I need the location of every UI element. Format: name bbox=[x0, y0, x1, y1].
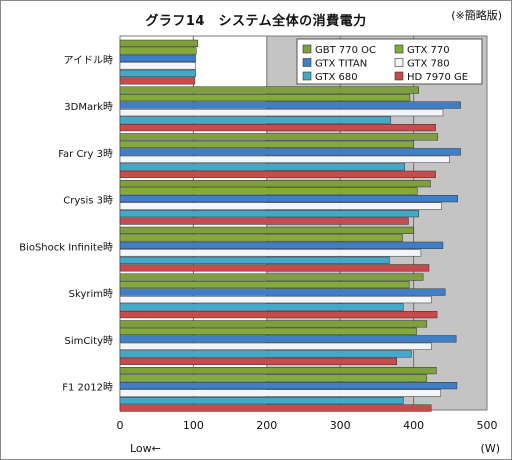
legend-label: GTX 780 bbox=[407, 59, 450, 70]
category-label: SimCity時 bbox=[65, 335, 113, 347]
bar bbox=[119, 342, 432, 350]
bar bbox=[119, 116, 392, 124]
chart-title: グラフ14 システム全体の消費電力 bbox=[145, 14, 367, 29]
bar bbox=[119, 195, 458, 203]
category-label: Crysis 3時 bbox=[63, 195, 113, 207]
bar bbox=[119, 327, 417, 335]
category-label: F1 2012時 bbox=[62, 382, 113, 394]
bar bbox=[119, 288, 446, 296]
bar bbox=[119, 234, 403, 242]
bar bbox=[119, 187, 418, 195]
x-tick-label: 400 bbox=[403, 419, 424, 432]
bar bbox=[119, 148, 461, 156]
bar bbox=[119, 241, 444, 249]
bar bbox=[119, 249, 422, 257]
legend-swatch bbox=[394, 71, 404, 81]
legend-swatch bbox=[302, 44, 312, 54]
bar bbox=[119, 140, 414, 148]
category-label: Skyrim時 bbox=[69, 288, 113, 300]
legend-label: GBT 770 OC bbox=[315, 45, 376, 56]
category-label: BioShock Infinite時 bbox=[19, 241, 113, 253]
bar bbox=[119, 77, 196, 85]
x-tick-label: 500 bbox=[477, 419, 498, 432]
x-tick-label: 0 bbox=[117, 419, 124, 432]
bar bbox=[119, 155, 450, 163]
bar bbox=[119, 350, 412, 358]
bar bbox=[119, 226, 414, 234]
bar bbox=[119, 397, 404, 405]
legend-label: GTX TITAN bbox=[315, 59, 367, 70]
legend-box bbox=[296, 38, 483, 85]
bar bbox=[119, 389, 442, 397]
legend-swatch bbox=[302, 71, 312, 81]
bar bbox=[119, 357, 397, 365]
legend-swatch bbox=[394, 44, 404, 54]
x-tick-label: 200 bbox=[256, 419, 277, 432]
legend-label: GTX 680 bbox=[315, 72, 358, 83]
legend-label: HD 7970 GE bbox=[407, 72, 468, 83]
bar bbox=[119, 69, 196, 77]
bar bbox=[119, 311, 438, 319]
bar bbox=[119, 320, 428, 328]
bar bbox=[119, 54, 196, 62]
bar bbox=[119, 404, 432, 412]
bar bbox=[119, 133, 439, 141]
x-unit-label: (W) bbox=[481, 442, 500, 455]
bar bbox=[119, 62, 196, 70]
bar bbox=[119, 202, 442, 210]
bar bbox=[119, 382, 458, 390]
bar bbox=[119, 335, 457, 343]
bar bbox=[119, 296, 432, 304]
bar bbox=[119, 273, 424, 281]
bar bbox=[119, 281, 410, 289]
legend-label: GTX 770 bbox=[407, 45, 450, 56]
bar bbox=[119, 256, 390, 264]
bar bbox=[119, 210, 419, 218]
bar bbox=[119, 303, 404, 311]
bar bbox=[119, 217, 409, 225]
bar bbox=[119, 86, 419, 94]
bar bbox=[119, 94, 411, 102]
bar bbox=[119, 264, 430, 272]
x-tick-label: 100 bbox=[183, 419, 204, 432]
bar bbox=[119, 374, 428, 382]
bar bbox=[119, 47, 197, 55]
bar bbox=[119, 101, 461, 109]
x-tick-label: 300 bbox=[330, 419, 351, 432]
category-label: 3DMark時 bbox=[64, 101, 113, 113]
bar bbox=[119, 124, 436, 132]
bar bbox=[119, 180, 431, 188]
legend-swatch bbox=[302, 58, 312, 67]
bar bbox=[119, 367, 437, 375]
bar bbox=[119, 39, 199, 47]
category-label: Far Cry 3時 bbox=[58, 148, 113, 160]
chart-note: (※簡略版) bbox=[451, 9, 502, 22]
x-note-label: Low← bbox=[130, 442, 161, 455]
category-label: アイドル時 bbox=[64, 54, 114, 66]
bar bbox=[119, 170, 436, 178]
bar bbox=[119, 163, 406, 171]
legend-swatch bbox=[394, 58, 404, 67]
bar bbox=[119, 109, 444, 117]
